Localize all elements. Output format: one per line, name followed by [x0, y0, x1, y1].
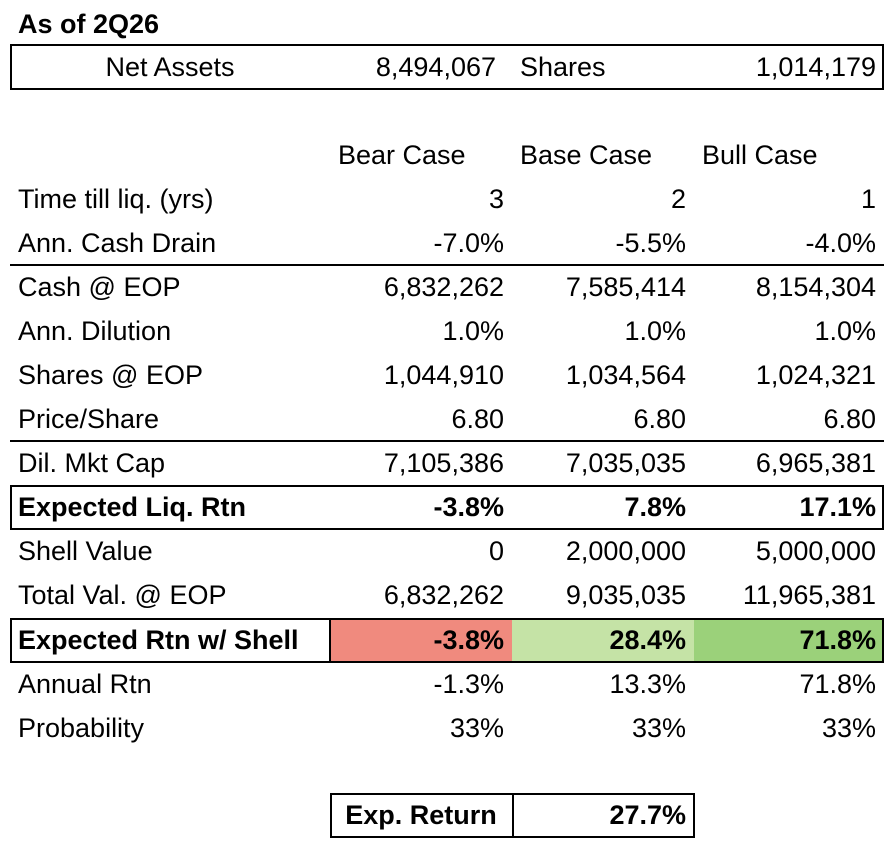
bull-value: 6.80: [823, 404, 876, 434]
bear-value: 1,044,910: [383, 360, 504, 390]
row-label: Annual Rtn: [18, 669, 152, 699]
base-shell-fill: [512, 619, 694, 661]
table-row: Ann. Dilution 1.0% 1.0% 1.0%: [0, 309, 892, 353]
table-row: Dil. Mkt Cap 7,105,386 7,035,035 6,965,3…: [0, 441, 892, 485]
base-value: 7,585,414: [565, 272, 686, 302]
table-row: Time till liq. (yrs) 3 2 1: [0, 177, 892, 221]
expected-liq-row: Expected Liq. Rtn -3.8% 7.8% 17.1%: [0, 485, 892, 529]
bear-shell-fill: [330, 619, 512, 661]
exp-return-label: Exp. Return: [345, 800, 497, 830]
bear-value: 33%: [449, 713, 504, 743]
bear-value: -3.8%: [433, 625, 504, 655]
summary-box: [10, 44, 884, 90]
base-value: 1,034,564: [565, 360, 686, 390]
shares-label: Shares: [520, 52, 606, 82]
net-assets-value: 8,494,067: [375, 52, 496, 82]
row-label: Price/Share: [18, 404, 160, 434]
shares-value: 1,014,179: [755, 52, 876, 82]
bull-value: 71.8%: [799, 669, 876, 699]
bull-value: 11,965,381: [742, 580, 876, 610]
table-row: Shares @ EOP 1,044,910 1,034,564 1,024,3…: [0, 353, 892, 397]
row-label: Total Val. @ EOP: [18, 580, 227, 610]
bull-shell-fill: [694, 619, 882, 661]
case-header-row: Bear Case Base Case Bull Case: [0, 133, 892, 177]
bear-value: 6,832,262: [383, 272, 504, 302]
exp-return-row: Exp. Return 27.7%: [0, 793, 892, 837]
exp-return-value: 27.7%: [609, 800, 686, 830]
header-base-case: Base Case: [520, 140, 653, 170]
base-value: 13.3%: [609, 669, 686, 699]
bear-value: -1.3%: [433, 669, 504, 699]
base-value: -5.5%: [615, 228, 686, 258]
row-label: Shares @ EOP: [18, 360, 203, 390]
bear-value: -3.8%: [433, 492, 504, 522]
base-value: 2: [670, 184, 686, 214]
bull-value: 5,000,000: [755, 536, 876, 566]
header-bear-case: Bear Case: [338, 140, 466, 170]
summary-row: Net Assets 8,494,067 Shares 1,014,179: [0, 45, 892, 89]
row-label: Ann. Cash Drain: [18, 228, 217, 258]
bear-value: 6.80: [451, 404, 504, 434]
bear-value: -7.0%: [433, 228, 504, 258]
table-row: Annual Rtn -1.3% 13.3% 71.8%: [0, 662, 892, 706]
label-divider: [329, 618, 331, 663]
row-label: Cash @ EOP: [18, 272, 181, 302]
net-assets-label: Net Assets: [105, 52, 235, 82]
expected-shell-row: Expected Rtn w/ Shell -3.8% 28.4% 71.8%: [0, 618, 892, 662]
divider-line: [10, 264, 884, 266]
expected-liq-box: [10, 485, 884, 530]
base-value: 9,035,035: [565, 580, 686, 610]
base-value: 6.80: [633, 404, 686, 434]
bear-value: 7,105,386: [383, 448, 504, 478]
table-row: Ann. Cash Drain -7.0% -5.5% -4.0%: [0, 221, 892, 265]
base-value: 28.4%: [609, 625, 686, 655]
bull-value: 6,965,381: [755, 448, 876, 478]
row-label: Ann. Dilution: [18, 316, 172, 346]
table-row: Cash @ EOP 6,832,262 7,585,414 8,154,304: [0, 265, 892, 309]
bear-value: 0: [488, 536, 504, 566]
base-value: 1.0%: [624, 316, 686, 346]
bull-value: 1: [860, 184, 876, 214]
base-value: 7,035,035: [565, 448, 686, 478]
base-value: 2,000,000: [565, 536, 686, 566]
expected-shell-box: [10, 618, 884, 663]
row-label: Expected Rtn w/ Shell: [18, 625, 299, 655]
row-label: Probability: [18, 713, 145, 743]
row-label: Dil. Mkt Cap: [18, 448, 166, 478]
bull-value: 33%: [821, 713, 876, 743]
bull-value: 71.8%: [799, 625, 876, 655]
bear-value: 3: [488, 184, 504, 214]
exp-return-divider: [512, 793, 514, 838]
bear-value: 1.0%: [442, 316, 504, 346]
bull-value: 8,154,304: [755, 272, 876, 302]
divider-line: [10, 440, 884, 442]
table-row: Price/Share 6.80 6.80 6.80: [0, 397, 892, 441]
base-value: 33%: [631, 713, 686, 743]
row-label: Shell Value: [18, 536, 153, 566]
row-label: Expected Liq. Rtn: [18, 492, 247, 522]
table-row: Probability 33% 33% 33%: [0, 706, 892, 750]
bull-value: 17.1%: [799, 492, 876, 522]
table-row: Total Val. @ EOP 6,832,262 9,035,035 11,…: [0, 573, 892, 617]
header-bull-case: Bull Case: [702, 140, 818, 170]
row-label: Time till liq. (yrs): [18, 184, 214, 214]
table-row: Shell Value 0 2,000,000 5,000,000: [0, 529, 892, 573]
bull-value: -4.0%: [805, 228, 876, 258]
sheet-title: As of 2Q26: [18, 9, 160, 39]
bull-value: 1,024,321: [755, 360, 876, 390]
base-value: 7.8%: [624, 492, 686, 522]
bull-value: 1.0%: [814, 316, 876, 346]
bear-value: 6,832,262: [383, 580, 504, 610]
